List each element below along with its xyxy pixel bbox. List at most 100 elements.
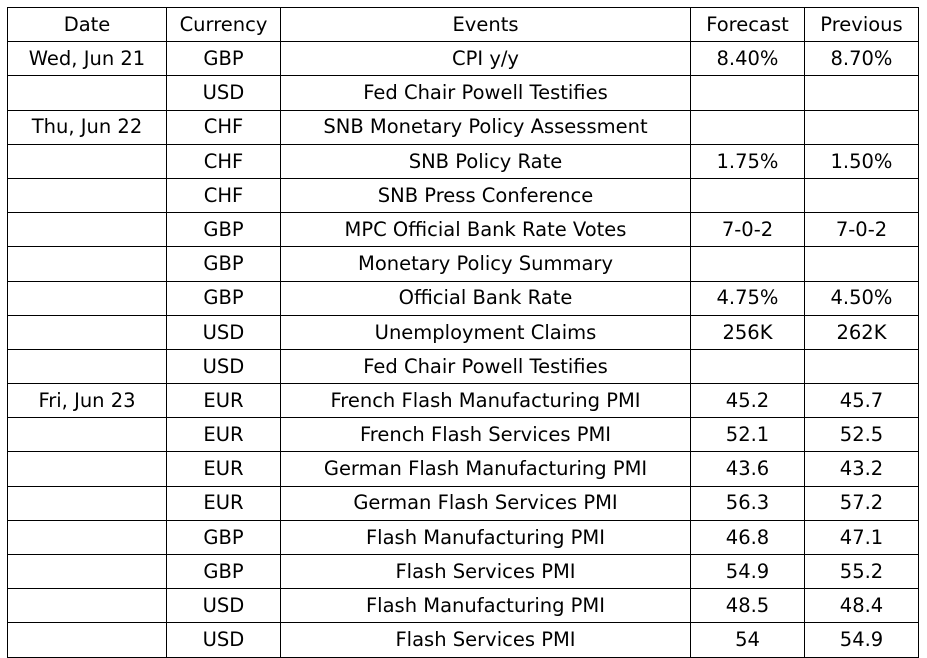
previous-cell: 48.4 (804, 588, 919, 624)
forecast-cell: 43.6 (690, 451, 805, 487)
date-cell (7, 280, 167, 316)
date-cell (7, 177, 167, 214)
table-row: USD Flash Manufacturing PMI 48.5 48.4 (7, 588, 919, 624)
forecast-cell (690, 246, 805, 282)
date-cell (7, 212, 167, 248)
table-row: Thu, Jun 22 CHF SNB Monetary Policy Assess… (7, 109, 919, 145)
currency-cell: EUR (166, 485, 281, 521)
previous-cell (804, 246, 919, 282)
event-cell: French Flash Services PMI (280, 417, 691, 453)
currency-cell: EUR (166, 383, 281, 419)
currency-cell: GBP (166, 519, 281, 556)
previous-cell: 54.9 (804, 622, 919, 658)
currency-cell: GBP (166, 41, 281, 77)
table-row: GBP Flash Manufacturing PMI 46.8 47.1 (7, 519, 919, 556)
date-cell: Fri, Jun 23 (7, 383, 167, 419)
event-cell: Flash Services PMI (280, 622, 691, 658)
table-row: USD Unemployment Claims 256K 262K (7, 314, 919, 350)
date-cell (7, 622, 167, 658)
currency-cell: USD (166, 75, 281, 111)
date-cell (7, 485, 167, 521)
event-cell: Official Bank Rate (280, 280, 691, 316)
currency-cell: CHF (166, 177, 281, 214)
currency-cell: EUR (166, 451, 281, 487)
date-cell (7, 143, 167, 179)
table-row: GBP Official Bank Rate 4.75% 4.50% (7, 280, 919, 316)
date-cell (7, 519, 167, 556)
event-cell: SNB Policy Rate (280, 143, 691, 179)
table-row: USD Fed Chair Powell Testifies (7, 75, 919, 111)
economic-calendar-sheet: Date Currency Events Forecast Previous W… (7, 6, 919, 658)
table-row: USD Flash Services PMI 54 54.9 (7, 622, 919, 658)
forecast-cell: 46.8 (690, 519, 805, 556)
economic-calendar-table: Date Currency Events Forecast Previous W… (7, 6, 919, 658)
previous-cell (804, 109, 919, 145)
header-previous: Previous (804, 6, 919, 43)
currency-cell: GBP (166, 280, 281, 316)
currency-cell: CHF (166, 109, 281, 145)
date-cell: Wed, Jun 21 (7, 41, 167, 77)
table-row: Fri, Jun 23 EUR French Flash Manufacturing… (7, 383, 919, 419)
table-row: EUR German Flash Services PMI 56.3 57.2 (7, 485, 919, 521)
forecast-cell (690, 75, 805, 111)
previous-cell: 7-0-2 (804, 212, 919, 248)
event-cell: MPC Official Bank Rate Votes (280, 212, 691, 248)
header-row: Date Currency Events Forecast Previous (7, 6, 919, 43)
previous-cell: 52.5 (804, 417, 919, 453)
date-cell (7, 553, 167, 590)
date-cell (7, 451, 167, 487)
header-date: Date (7, 6, 167, 43)
previous-cell: 47.1 (804, 519, 919, 556)
forecast-cell: 1.75% (690, 143, 805, 179)
event-cell: Fed Chair Powell Testifies (280, 348, 691, 385)
currency-cell: EUR (166, 417, 281, 453)
table-row: EUR French Flash Services PMI 52.1 52.5 (7, 417, 919, 453)
currency-cell: GBP (166, 212, 281, 248)
table-header: Date Currency Events Forecast Previous (7, 6, 919, 43)
forecast-cell: 54 (690, 622, 805, 658)
forecast-cell: 56.3 (690, 485, 805, 521)
currency-cell: USD (166, 348, 281, 385)
table-row: EUR German Flash Manufacturing PMI 43.6 43.… (7, 451, 919, 487)
previous-cell: 55.2 (804, 553, 919, 590)
forecast-cell (690, 348, 805, 385)
forecast-cell: 7-0-2 (690, 212, 805, 248)
currency-cell: USD (166, 588, 281, 624)
forecast-cell: 8.40% (690, 41, 805, 77)
date-cell (7, 348, 167, 385)
date-cell (7, 246, 167, 282)
forecast-cell: 54.9 (690, 553, 805, 590)
forecast-cell (690, 109, 805, 145)
table-row: CHF SNB Policy Rate 1.75% 1.50% (7, 143, 919, 179)
table-row: USD Fed Chair Powell Testifies (7, 348, 919, 385)
forecast-cell: 256K (690, 314, 805, 350)
previous-cell (804, 75, 919, 111)
previous-cell: 45.7 (804, 383, 919, 419)
forecast-cell: 48.5 (690, 588, 805, 624)
event-cell: Flash Manufacturing PMI (280, 588, 691, 624)
table-row: CHF SNB Press Conference (7, 177, 919, 214)
previous-cell (804, 348, 919, 385)
event-cell: German Flash Services PMI (280, 485, 691, 521)
event-cell: Monetary Policy Summary (280, 246, 691, 282)
table-body: Wed, Jun 21 GBP CPI y/y 8.40% 8.70% USD Fed Ch… (7, 41, 919, 658)
previous-cell (804, 177, 919, 214)
header-currency: Currency (166, 6, 281, 43)
date-cell (7, 75, 167, 111)
event-cell: SNB Monetary Policy Assessment (280, 109, 691, 145)
date-cell: Thu, Jun 22 (7, 109, 167, 145)
header-forecast: Forecast (690, 6, 805, 43)
event-cell: CPI y/y (280, 41, 691, 77)
previous-cell: 43.2 (804, 451, 919, 487)
previous-cell: 4.50% (804, 280, 919, 316)
table-row: GBP Monetary Policy Summary (7, 246, 919, 282)
event-cell: SNB Press Conference (280, 177, 691, 214)
table-row: Wed, Jun 21 GBP CPI y/y 8.40% 8.70% (7, 41, 919, 77)
currency-cell: CHF (166, 143, 281, 179)
forecast-cell: 45.2 (690, 383, 805, 419)
previous-cell: 8.70% (804, 41, 919, 77)
previous-cell: 262K (804, 314, 919, 350)
forecast-cell: 4.75% (690, 280, 805, 316)
currency-cell: USD (166, 622, 281, 658)
date-cell (7, 417, 167, 453)
